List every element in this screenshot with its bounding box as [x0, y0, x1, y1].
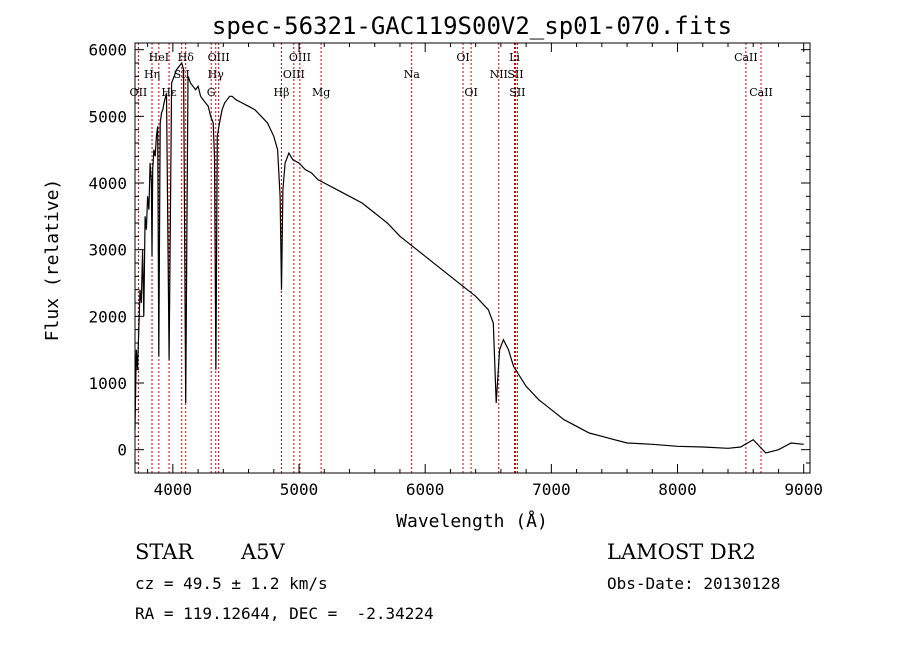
y-tick-label: 0 — [117, 441, 127, 460]
line-marker-label: SII — [174, 68, 190, 81]
spectrum-line — [134, 61, 804, 454]
line-marker-label: NII — [490, 68, 508, 81]
line-marker-label: OIII — [289, 51, 311, 64]
x-tick-label: 9000 — [784, 480, 823, 499]
line-marker-label: Mg — [312, 86, 330, 99]
line-marker-label: HeI — [149, 51, 169, 64]
line-marker-label: OI — [464, 86, 477, 99]
line-marker-label: OIII — [208, 51, 230, 64]
y-tick-label: 2000 — [88, 307, 127, 326]
y-tick-label: 3000 — [88, 241, 127, 260]
line-marker-label: Hδ — [178, 51, 195, 64]
x-axis-label: Wavelength (Å) — [396, 510, 548, 532]
y-axis-ticks: 0 1000 2000 3000 4000 5000 6000 — [88, 41, 810, 464]
plot-frame — [134, 42, 811, 474]
chart-title: spec-56321-GAC119S00V2_sp01-070.fits — [212, 12, 732, 40]
line-marker-label: Hβ — [274, 86, 290, 99]
line-marker-label: OI — [456, 51, 469, 64]
y-tick-label: 5000 — [88, 107, 127, 126]
spectral-subclass: A5V — [241, 540, 285, 564]
x-tick-label: 6000 — [406, 480, 445, 499]
line-marker-label: OIII — [283, 68, 305, 81]
x-tick-label: 5000 — [280, 480, 319, 499]
line-marker-label: G — [207, 86, 216, 99]
redshift-readout: cz = 49.5 ± 1.2 km/s — [135, 574, 328, 593]
survey-name: LAMOST DR2 — [607, 540, 756, 564]
y-tick-label: 6000 — [88, 41, 127, 60]
line-marker-label: Li — [509, 51, 520, 64]
y-axis-label: Flux (relative) — [42, 179, 63, 342]
object-type: STAR — [135, 540, 194, 564]
y-tick-label: 4000 — [88, 174, 127, 193]
coordinates-readout: RA = 119.12644, DEC = -2.34224 — [135, 604, 434, 623]
line-marker-label: OII — [130, 86, 148, 99]
line-marker-label: SII — [509, 86, 525, 99]
x-tick-label: 7000 — [532, 480, 571, 499]
line-marker-label: Na — [404, 68, 421, 81]
line-marker-label: CaII — [734, 51, 758, 64]
x-tick-label: 4000 — [154, 480, 193, 499]
observation-date: Obs-Date: 20130128 — [607, 574, 781, 593]
x-tick-label: 8000 — [658, 480, 697, 499]
y-tick-label: 1000 — [88, 374, 127, 393]
line-marker-label: Hγ — [208, 68, 225, 81]
emission-line-markers — [137, 43, 762, 473]
line-marker-label: SII — [507, 68, 523, 81]
x-axis-ticks: 4000 5000 6000 7000 8000 9000 — [147, 43, 823, 499]
line-marker-label: Hη — [144, 68, 160, 81]
line-marker-label: CaII — [749, 86, 773, 99]
emission-line-labels: OII Hη HeI Hε Hδ SII G Hγ OIII Hβ OIII OIII Mg Na OI OI… — [130, 51, 773, 99]
line-marker-label: Hε — [161, 86, 177, 99]
